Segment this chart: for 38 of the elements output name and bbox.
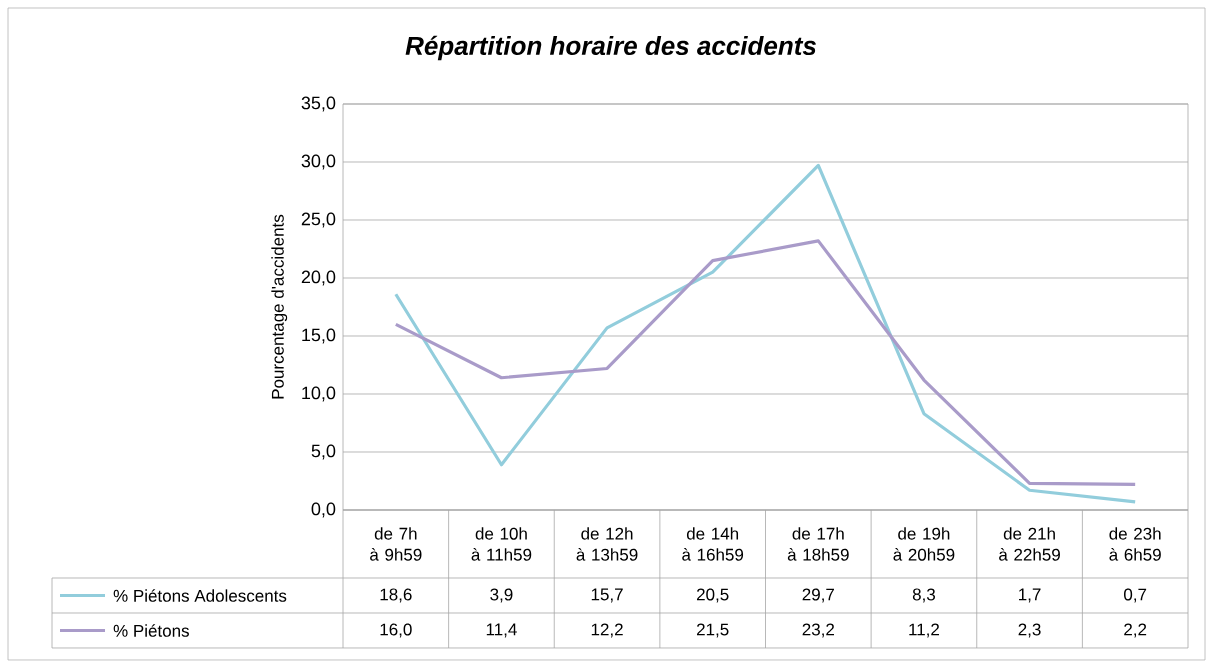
y-tick-label: 10,0	[302, 386, 336, 402]
legend-label: % Piétons Adolescents	[113, 589, 287, 602]
x-tick-label: de 10h à 11h59	[471, 527, 532, 561]
data-label: 2,2	[1124, 623, 1147, 638]
y-tick-label: 20,0	[301, 270, 336, 286]
x-tick-label: de 14h à 16h59	[682, 527, 744, 561]
chart-title: Répartition horaire des accidents	[405, 35, 816, 61]
y-tick-label: 25,0	[301, 212, 336, 228]
data-label: 23,2	[802, 623, 834, 638]
x-tick-label: de 17h à 18h59	[787, 527, 849, 561]
x-tick-label: de 7h à 9h59	[370, 527, 422, 561]
data-label: 11,2	[909, 623, 939, 638]
y-tick-label: 15,0	[302, 328, 336, 344]
x-tick-label: de 23h à 6h59	[1109, 527, 1161, 561]
data-label: 29,7	[802, 588, 834, 603]
data-label: 3,9	[490, 588, 513, 603]
y-tick-label: 30,0	[301, 154, 336, 170]
data-label: 11,4	[486, 623, 517, 638]
data-label: 21,5	[696, 623, 729, 638]
data-label: 16,0	[380, 623, 412, 638]
y-tick-label: 5,0	[311, 444, 336, 460]
line-series	[394, 239, 1137, 487]
data-label: 12,2	[591, 623, 623, 638]
x-tick-label: de 12h à 13h59	[576, 527, 638, 561]
x-tick-label: de 21h à 22h59	[999, 527, 1060, 561]
data-label: 8,3	[912, 588, 936, 603]
data-label: 1,7	[1019, 588, 1041, 603]
data-label: 15,7	[591, 588, 623, 603]
y-tick-label: 0,0	[311, 502, 336, 518]
data-label: 20,5	[696, 588, 729, 603]
line-series	[394, 163, 1137, 504]
y-tick-label: 35,0	[301, 96, 336, 112]
data-label: 18,6	[380, 588, 412, 603]
data-label: 0,7	[1124, 588, 1147, 603]
data-label: 2,3	[1018, 623, 1041, 638]
x-tick-label: de 19h à 20h59	[893, 527, 955, 561]
legend-label: % Piétons	[113, 624, 189, 637]
y-axis-title: Pourcentage d'accidents	[271, 214, 288, 399]
